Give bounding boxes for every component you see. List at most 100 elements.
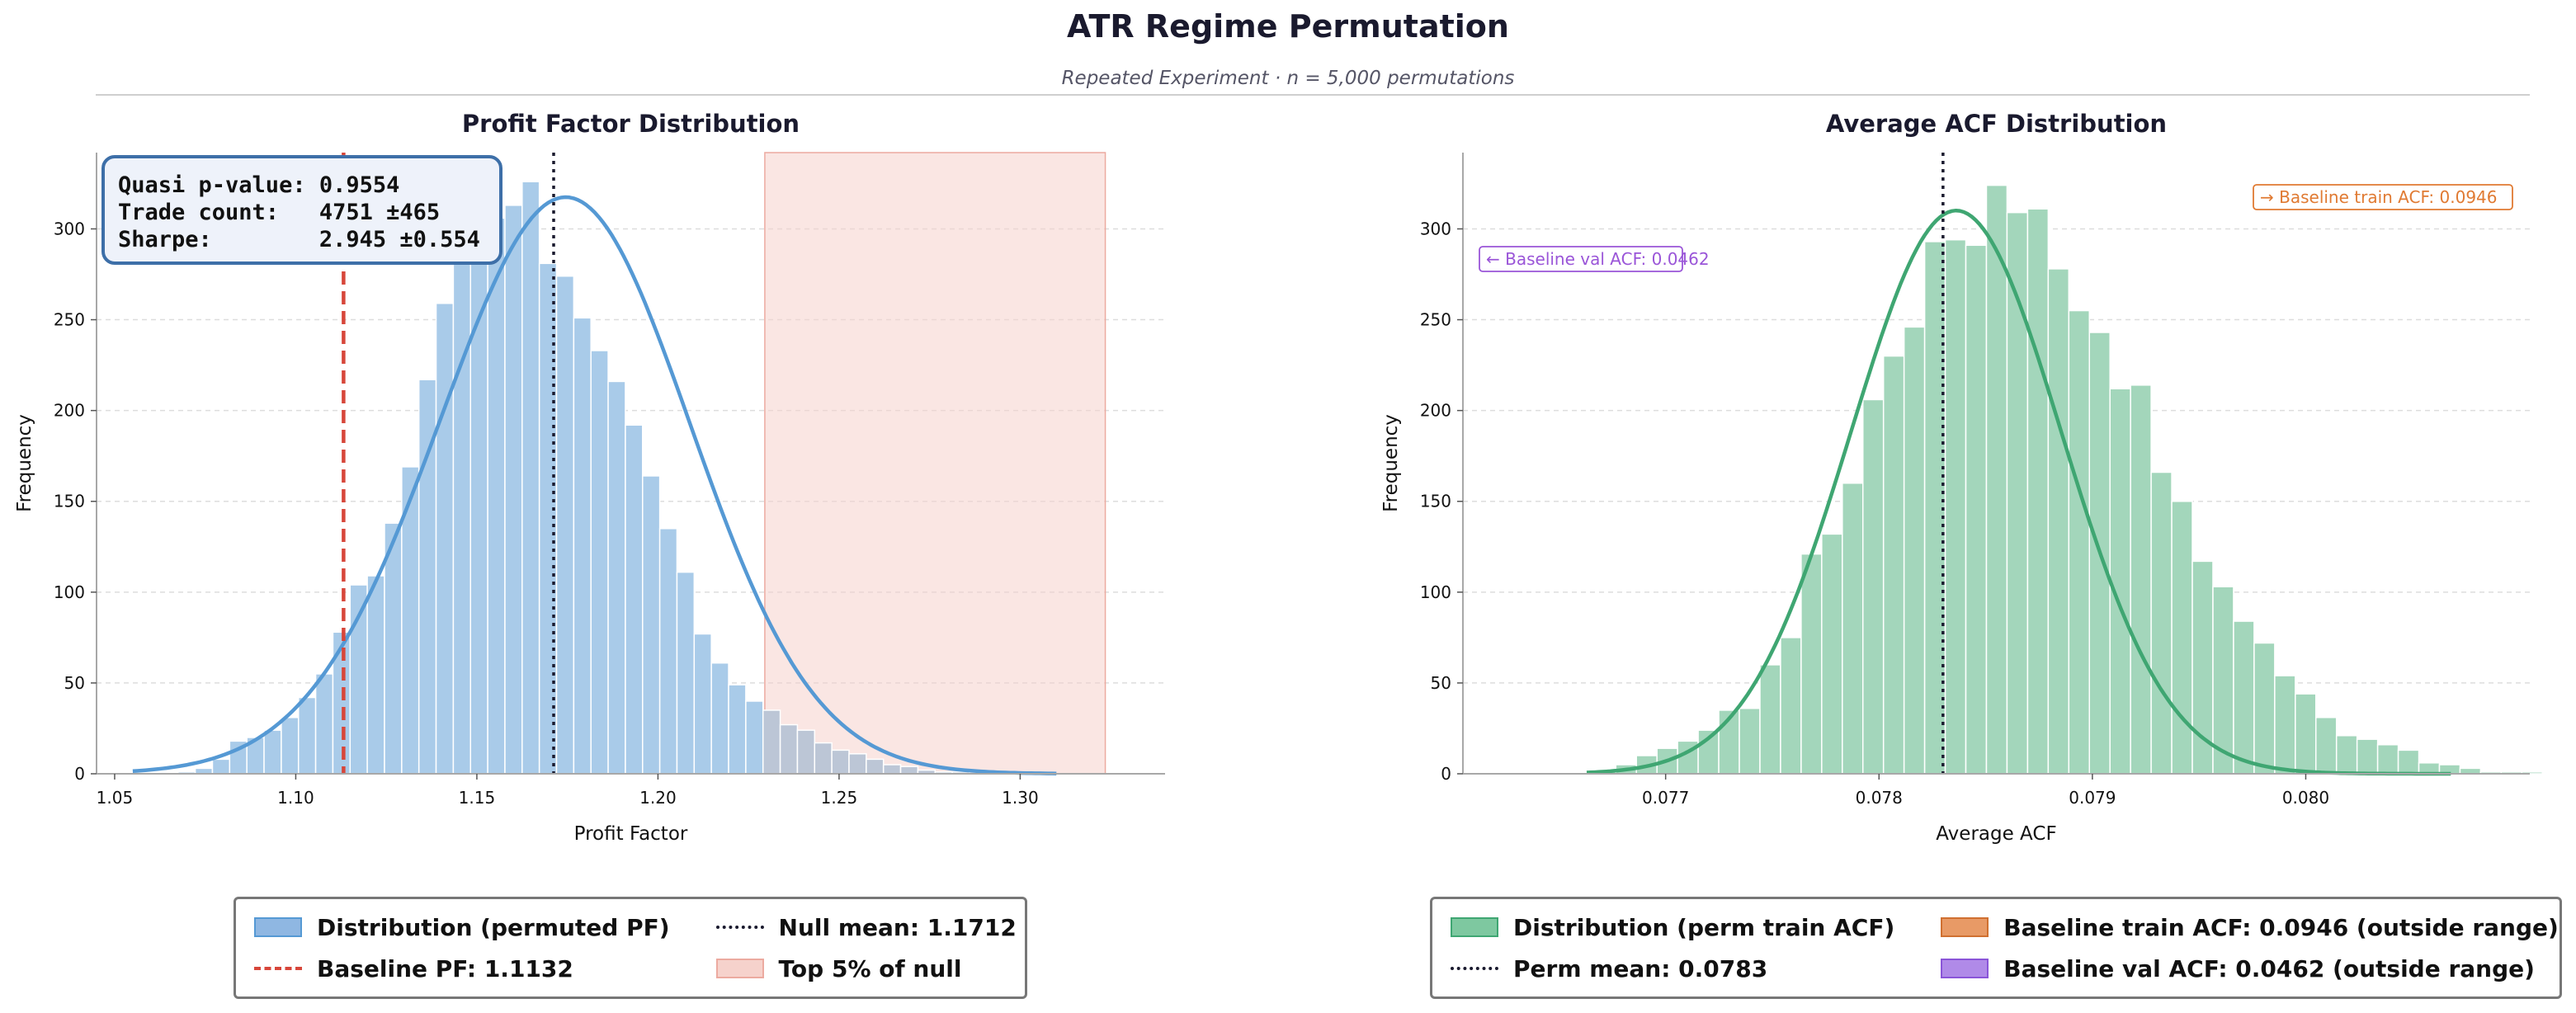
acf-y-tick-label: 100 xyxy=(1420,582,1451,602)
acf-histogram-bar xyxy=(2376,744,2399,775)
pf-histogram-bar xyxy=(899,766,919,775)
acf-histogram-bar xyxy=(2171,500,2193,775)
pf-histogram-bar xyxy=(297,696,317,775)
acf-y-tick-label: 150 xyxy=(1420,492,1451,511)
pf-histogram-bar xyxy=(314,673,334,775)
pf-legend-item: Null mean: 1.1712 xyxy=(715,911,1017,944)
acf-annotation-box xyxy=(1479,246,1683,272)
acf-histogram-bar xyxy=(2212,586,2234,775)
pf-histogram-bar xyxy=(676,571,696,775)
pf-histogram-bar xyxy=(642,475,661,775)
pf-x-tick-label: 1.25 xyxy=(821,788,858,808)
pf-histogram-bar xyxy=(728,684,747,775)
pf-y-tick-label: 100 xyxy=(54,582,85,602)
pf-histogram-bar xyxy=(779,723,799,775)
pf-legend-label: Baseline PF: 1.1132 xyxy=(317,954,573,982)
acf-legend-swatch xyxy=(1451,917,1498,937)
pf-legend-label: Top 5% of null xyxy=(778,954,962,982)
pf-x-axis-label: Profit Factor xyxy=(574,823,688,845)
pf-kde-curve xyxy=(132,195,1057,775)
pf-histogram-bar xyxy=(866,758,885,775)
pf-histogram-bar xyxy=(607,380,626,775)
pf-y-tick-label: 300 xyxy=(54,219,85,238)
acf-histogram-bar xyxy=(2047,268,2070,775)
acf-histogram-bar xyxy=(1944,238,1967,775)
pf-stats-line: Trade count: 4751 ±465 xyxy=(118,200,440,225)
pf-legend: Distribution (permuted PF) Null mean: 1.1… xyxy=(234,897,1027,999)
pf-y-axis-label: Frequency xyxy=(14,414,35,512)
acf-legend-swatch xyxy=(1941,917,1989,937)
acf-histogram-bar xyxy=(2233,620,2255,775)
pf-x-tick-label: 1.15 xyxy=(459,788,496,808)
pf-legend-label: Null mean: 1.1712 xyxy=(778,913,1017,941)
pf-legend-swatch xyxy=(715,926,764,929)
acf-histogram-bar xyxy=(2130,384,2152,775)
acf-legend-label: Distribution (perm train ACF) xyxy=(1513,913,1895,941)
page-title: ATR Regime Permutation xyxy=(1067,8,1509,45)
pf-histogram-bar xyxy=(814,742,833,775)
acf-histogram-bar xyxy=(1780,637,1802,775)
acf-histogram-bar xyxy=(2109,388,2131,775)
acf-x-tick-label: 0.080 xyxy=(2282,788,2329,808)
pf-histogram-bar xyxy=(590,350,609,775)
pf-histogram-bar xyxy=(848,753,867,775)
pf-histogram-bar xyxy=(504,205,523,775)
pf-legend-swatch xyxy=(254,917,302,937)
acf-histogram-bar xyxy=(1821,533,1843,775)
acf-annotation-box xyxy=(2253,184,2513,210)
acf-chart-title: Average ACF Distribution xyxy=(1826,110,2167,138)
pf-histogram-bar xyxy=(762,709,781,775)
pf-histogram-bar xyxy=(384,522,403,775)
pf-x-tick-label: 1.10 xyxy=(277,788,314,808)
acf-legend-swatch xyxy=(1451,967,1498,970)
pf-histogram-bar xyxy=(487,217,506,775)
acf-histogram-bar xyxy=(1739,707,1761,775)
acf-legend-item: Baseline train ACF: 0.0946 (outside rang… xyxy=(1941,911,2559,944)
acf-y-axis-label: Frequency xyxy=(1380,414,1402,512)
acf-histogram-bar xyxy=(2335,735,2358,775)
pf-top5-region xyxy=(764,152,1106,775)
pf-histogram-bar xyxy=(435,302,455,775)
acf-annotation-label: ← Baseline val ACF: 0.0462 xyxy=(1486,249,1710,269)
acf-annotation-label: → Baseline train ACF: 0.0946 xyxy=(2260,187,2498,207)
pf-histogram-bar xyxy=(366,575,385,775)
acf-histogram-bar xyxy=(1903,326,1926,775)
acf-legend-swatch xyxy=(1941,959,1989,978)
acf-y-tick-label: 50 xyxy=(1431,673,1451,693)
acf-histogram-bar xyxy=(1759,664,1781,775)
pf-histogram-bar xyxy=(555,275,575,775)
page-subtitle: Repeated Experiment · n = 5,000 permutat… xyxy=(1061,68,1515,89)
acf-histogram-bar xyxy=(2068,309,2090,775)
acf-y-tick-label: 250 xyxy=(1420,310,1451,330)
pf-legend-item: Distribution (permuted PF) xyxy=(254,911,670,944)
acf-histogram-bar xyxy=(2274,675,2296,775)
acf-y-tick-label: 0 xyxy=(1441,764,1451,784)
pf-legend-swatch xyxy=(715,959,764,978)
acf-histogram-bar xyxy=(2315,716,2338,775)
pf-histogram-bar xyxy=(469,205,488,775)
pf-chart-title: Profit Factor Distribution xyxy=(462,110,800,138)
pf-x-tick-label: 1.30 xyxy=(1002,788,1039,808)
acf-x-tick-label: 0.077 xyxy=(1642,788,1689,808)
acf-histogram-bar xyxy=(1842,482,1864,775)
pf-legend-swatch xyxy=(254,967,302,970)
acf-histogram-bar xyxy=(2253,642,2276,775)
acf-y-tick-label: 200 xyxy=(1420,401,1451,421)
acf-histogram-bar xyxy=(1861,398,1885,775)
pf-histogram-bar xyxy=(281,716,300,775)
acf-x-tick-label: 0.078 xyxy=(1856,788,1903,808)
pf-x-tick-label: 1.20 xyxy=(639,788,677,808)
pf-legend-label: Distribution (permuted PF) xyxy=(317,913,670,941)
pf-histogram-bar xyxy=(710,662,729,775)
pf-histogram-bar xyxy=(882,764,902,775)
acf-histogram-bar xyxy=(1985,184,2008,775)
acf-histogram-bar xyxy=(2026,208,2050,775)
pf-x-tick-label: 1.05 xyxy=(97,788,134,808)
acf-histogram-bar xyxy=(2150,471,2173,775)
acf-histogram-bar xyxy=(1882,355,1905,775)
pf-histogram-bar xyxy=(745,700,764,775)
pf-histogram-bar xyxy=(796,729,816,775)
pf-histogram-bar xyxy=(452,262,472,775)
acf-legend-label: Baseline train ACF: 0.0946 (outside rang… xyxy=(2003,913,2559,941)
